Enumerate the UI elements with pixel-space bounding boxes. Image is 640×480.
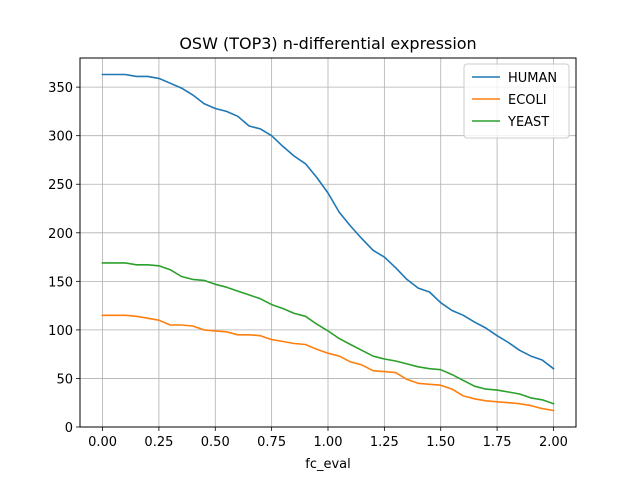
x-axis-ticks: 0.00 0.25 0.50 0.75 1.00 1.25 1.50 1.75 2.00 [88, 427, 568, 450]
legend-label-human: HUMAN [508, 71, 557, 86]
series-lines [101, 73, 555, 412]
y-tick-label: 250 [48, 178, 73, 193]
chart-title: OSW (TOP3) n-differential expression [179, 34, 476, 53]
x-axis-label: fc_eval [305, 457, 351, 472]
x-tick-label: 1.50 [426, 435, 455, 450]
y-tick-label: 0 [65, 421, 73, 436]
x-tick-label: 0.75 [257, 435, 286, 450]
y-axis-ticks: 0 50 100 150 200 250 300 350 [48, 81, 80, 436]
series-line-yeast [101, 262, 555, 405]
series-line-ecoli [101, 314, 555, 412]
x-tick-label: 1.00 [314, 435, 343, 450]
grid [80, 58, 576, 428]
x-tick-label: 2.00 [539, 435, 568, 450]
x-tick-label: 0.25 [144, 435, 173, 450]
y-tick-label: 150 [48, 275, 73, 290]
legend-label-ecoli: ECOLI [508, 93, 547, 108]
legend: HUMAN ECOLI YEAST [463, 63, 570, 139]
x-tick-label: 0.50 [201, 435, 230, 450]
series-line-human [101, 73, 555, 370]
x-tick-label: 0.00 [88, 435, 117, 450]
y-tick-label: 200 [48, 227, 73, 242]
y-tick-label: 50 [56, 372, 73, 387]
legend-label-yeast: YEAST [507, 115, 549, 130]
y-tick-label: 350 [48, 81, 73, 96]
legend-box [463, 63, 570, 139]
x-tick-label: 1.75 [483, 435, 512, 450]
x-tick-label: 1.25 [370, 435, 399, 450]
y-tick-label: 300 [48, 130, 73, 145]
y-tick-label: 100 [48, 324, 73, 339]
